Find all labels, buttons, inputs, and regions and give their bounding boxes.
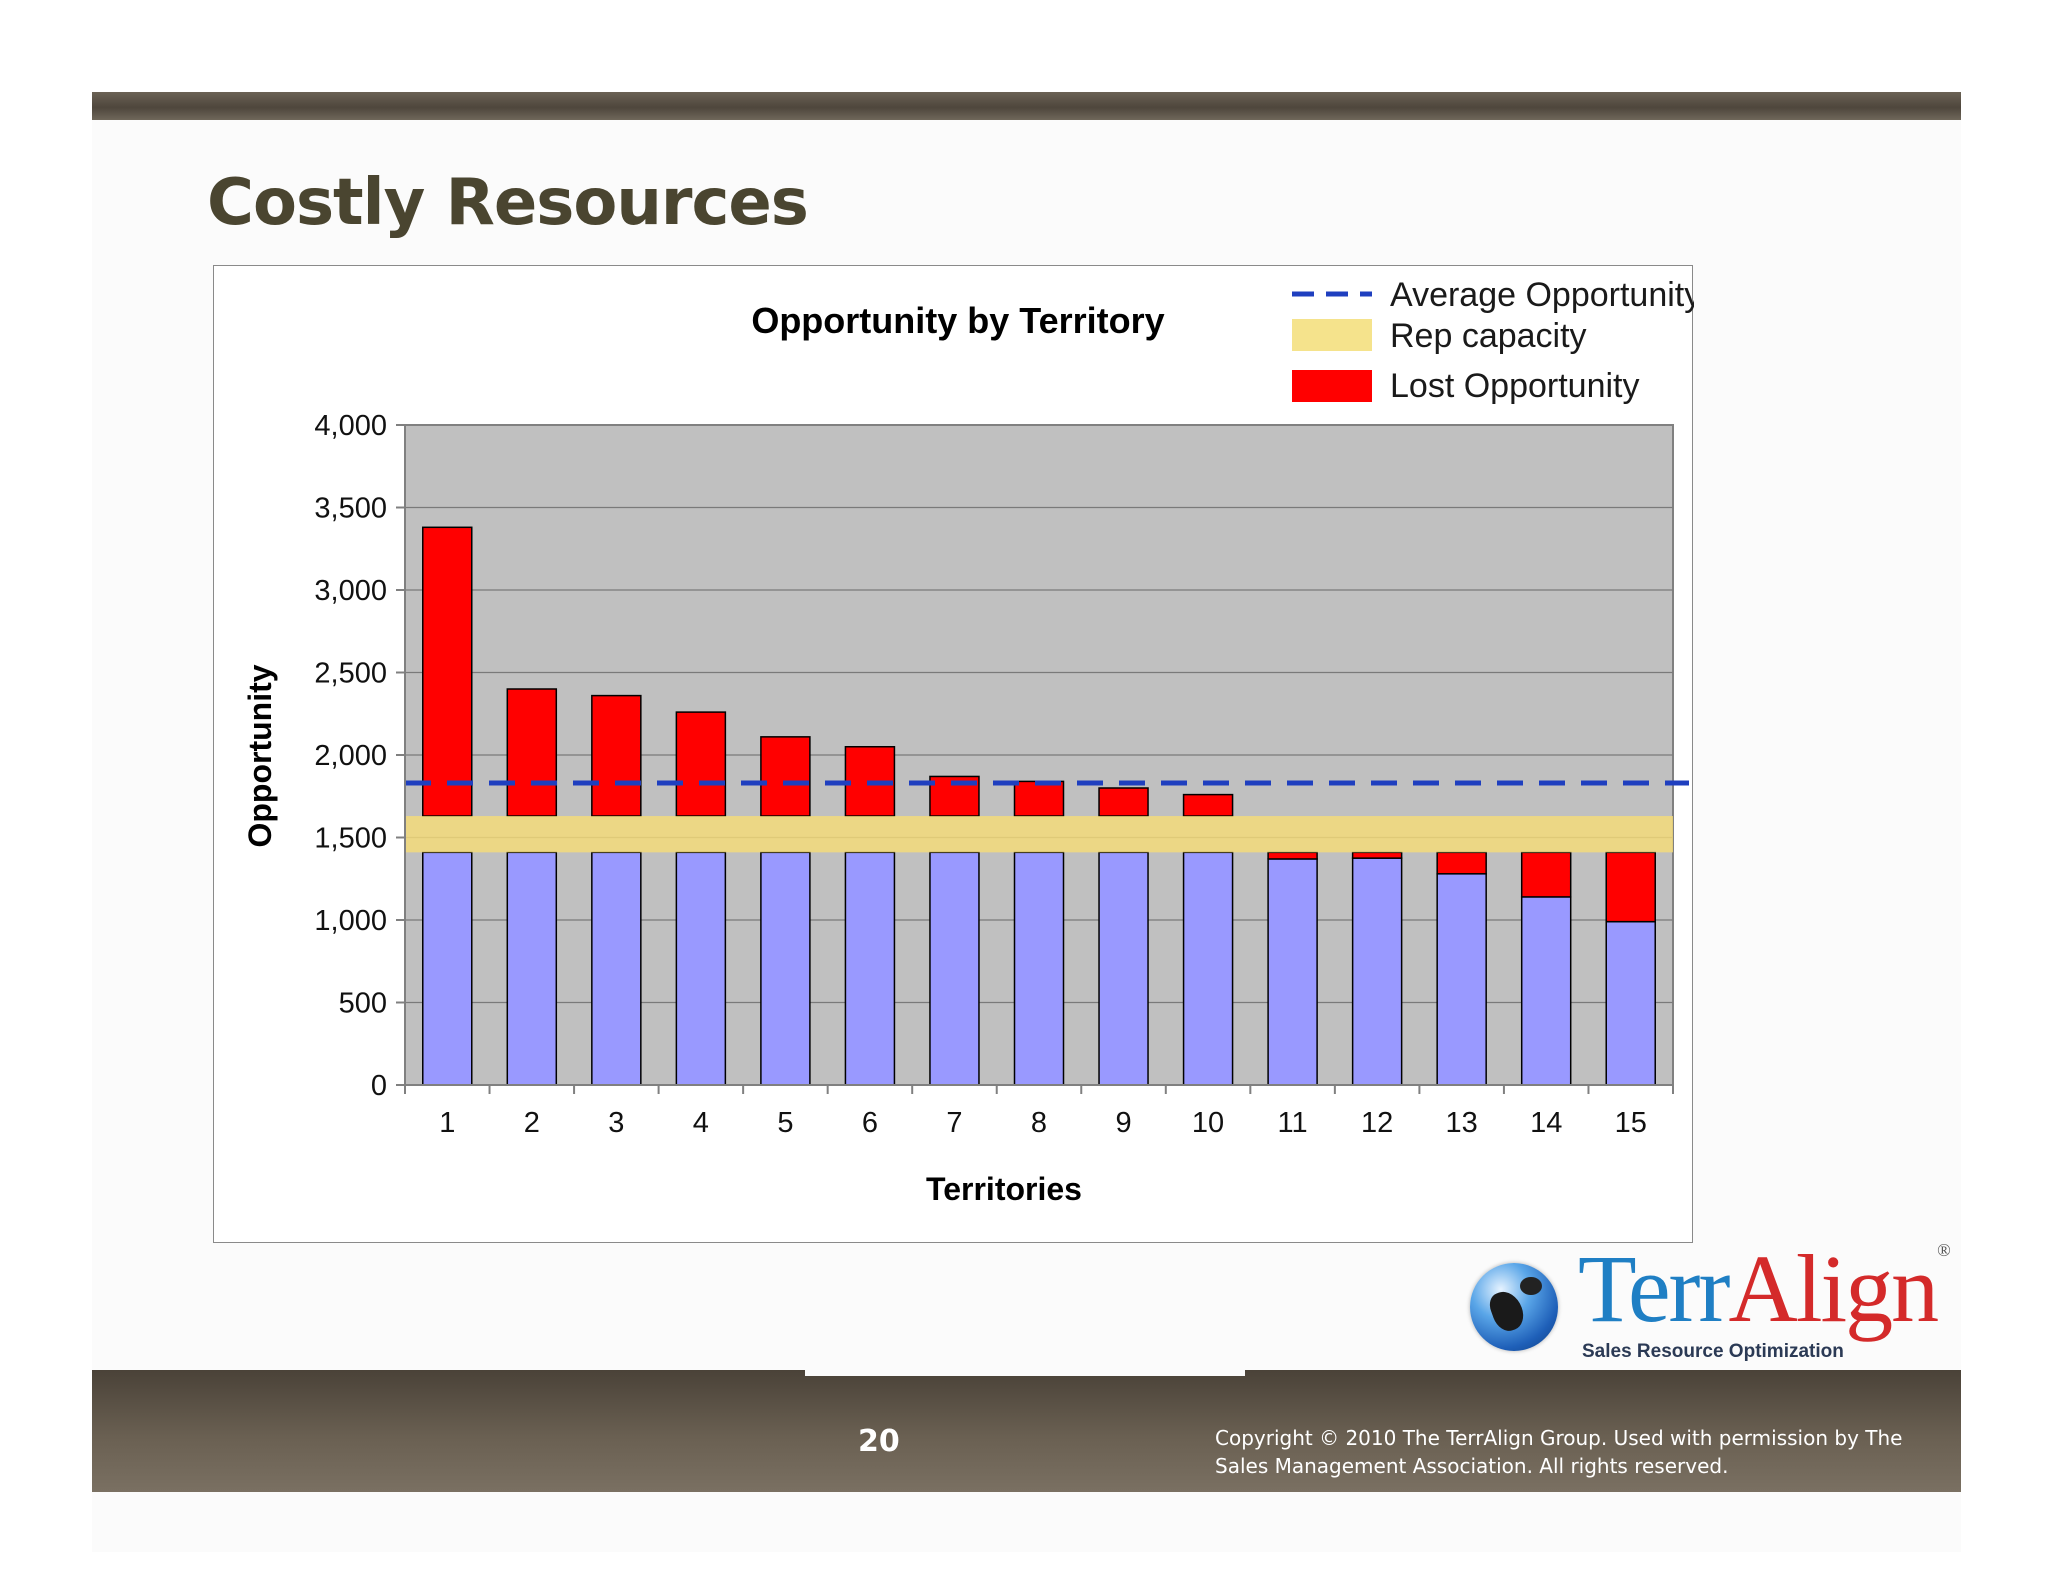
x-tick-label-10: 10 xyxy=(1192,1107,1224,1139)
footer-tab xyxy=(805,1370,1245,1376)
territory-bar-4 xyxy=(675,851,727,1086)
logo-wordmark-terr: Terr xyxy=(1578,1235,1730,1342)
lost-opportunity-bars xyxy=(422,526,1656,923)
territory-bar-1 xyxy=(422,851,473,1086)
x-axis-title: Territories xyxy=(926,1171,1082,1207)
legend: Average Opportunity Rep capacity Lost Op… xyxy=(1292,276,1694,405)
legend-rep-capacity-swatch xyxy=(1292,319,1372,351)
territory-bar-6 xyxy=(844,851,896,1086)
logo-wordmark: TerrAlign® xyxy=(1578,1240,1951,1337)
y-tick-label-7: 3,500 xyxy=(314,493,387,525)
terralign-logo: TerrAlign® Sales Resource Optimization xyxy=(1470,1241,1960,1375)
lost-opportunity-bar-13 xyxy=(1436,851,1487,875)
y-axis-tick-labels: 0 500 1,000 1,500 2,000 2,500 3,000 3,500 4,000 xyxy=(314,410,387,1102)
copyright-notice: Copyright © 2010 The TerrAlign Group. Us… xyxy=(1215,1426,1903,1478)
legend-rep-capacity: Rep capacity xyxy=(1390,317,1587,355)
chart-title: Opportunity by Territory xyxy=(751,300,1164,341)
territory-bar-10 xyxy=(1182,851,1234,1086)
rep-capacity-band xyxy=(405,816,1673,853)
lost-opportunity-bar-4 xyxy=(675,711,727,817)
territory-bar-13 xyxy=(1436,873,1487,1086)
lost-opportunity-bar-3 xyxy=(591,694,642,817)
y-tick-label-2: 1,000 xyxy=(314,905,387,937)
lost-opportunity-bar-11 xyxy=(1267,851,1318,860)
logo-wordmark-align: Align xyxy=(1728,1235,1939,1342)
y-tick-label-6: 3,000 xyxy=(314,575,387,607)
territory-bar-2 xyxy=(506,851,558,1086)
x-axis-tick-labels: 1 2 3 4 5 6 7 8 9 10 11 12 13 14 15 xyxy=(439,1107,1647,1139)
axes xyxy=(396,424,1674,1094)
slide-title: Costly Resources xyxy=(207,166,809,240)
opportunity-chart: Opportunity by Territory Average Opportu… xyxy=(242,276,1694,1207)
page-number: 20 xyxy=(858,1424,900,1459)
lost-opportunity-bar-1 xyxy=(422,526,473,817)
territory-bar-7 xyxy=(929,851,980,1086)
legend-average-opportunity: Average Opportunity xyxy=(1390,276,1694,314)
globe-icon xyxy=(1470,1263,1558,1351)
x-tick-label-14: 14 xyxy=(1530,1107,1562,1139)
y-tick-label-3: 1,500 xyxy=(314,823,387,855)
territory-bar-3 xyxy=(591,851,642,1086)
lost-opportunity-bar-10 xyxy=(1182,793,1234,817)
top-header-bar xyxy=(92,92,1961,120)
x-tick-label-15: 15 xyxy=(1615,1107,1647,1139)
logo-tagline: Sales Resource Optimization xyxy=(1582,1341,1844,1362)
x-tick-label-11: 11 xyxy=(1278,1107,1308,1139)
territory-bar-9 xyxy=(1098,851,1149,1086)
x-tick-label-4: 4 xyxy=(693,1107,709,1139)
x-tick-label-13: 13 xyxy=(1446,1107,1478,1139)
x-tick-label-1: 1 xyxy=(439,1107,455,1139)
lost-opportunity-bar-14 xyxy=(1520,851,1572,898)
y-tick-label-8: 4,000 xyxy=(314,410,387,442)
registered-mark: ® xyxy=(1937,1240,1951,1260)
y-axis-title: Opportunity xyxy=(242,664,278,847)
x-tick-label-12: 12 xyxy=(1361,1107,1393,1139)
territory-bar-5 xyxy=(760,851,811,1086)
lost-opportunity-bar-9 xyxy=(1098,787,1149,817)
x-tick-label-3: 3 xyxy=(608,1107,624,1139)
lost-opportunity-bar-12 xyxy=(1351,851,1403,859)
territory-bar-11 xyxy=(1267,858,1318,1086)
legend-lost-opportunity-swatch xyxy=(1292,370,1372,402)
territory-bar-12 xyxy=(1351,857,1403,1086)
x-tick-label-5: 5 xyxy=(777,1107,793,1139)
y-tick-label-1: 500 xyxy=(339,988,387,1020)
y-tick-label-4: 2,000 xyxy=(314,740,387,772)
territory-bar-15 xyxy=(1605,920,1656,1086)
lost-opportunity-bar-8 xyxy=(1013,780,1065,817)
territory-bars xyxy=(422,851,1656,1086)
lost-opportunity-bar-2 xyxy=(506,688,558,817)
territory-bar-14 xyxy=(1520,896,1572,1086)
x-tick-label-2: 2 xyxy=(524,1107,540,1139)
lost-opportunity-bar-15 xyxy=(1605,851,1656,923)
x-tick-label-7: 7 xyxy=(946,1107,962,1139)
x-tick-label-6: 6 xyxy=(862,1107,878,1139)
x-tick-label-8: 8 xyxy=(1031,1107,1047,1139)
y-tick-label-0: 0 xyxy=(371,1070,387,1102)
lost-opportunity-bar-5 xyxy=(760,736,811,817)
legend-lost-opportunity: Lost Opportunity xyxy=(1390,367,1639,405)
x-tick-label-9: 9 xyxy=(1115,1107,1131,1139)
territory-bar-8 xyxy=(1013,851,1065,1086)
footer-bar xyxy=(92,1370,1961,1492)
y-tick-label-5: 2,500 xyxy=(314,658,387,690)
chart-frame: Opportunity by Territory Average Opportu… xyxy=(213,265,1694,1243)
